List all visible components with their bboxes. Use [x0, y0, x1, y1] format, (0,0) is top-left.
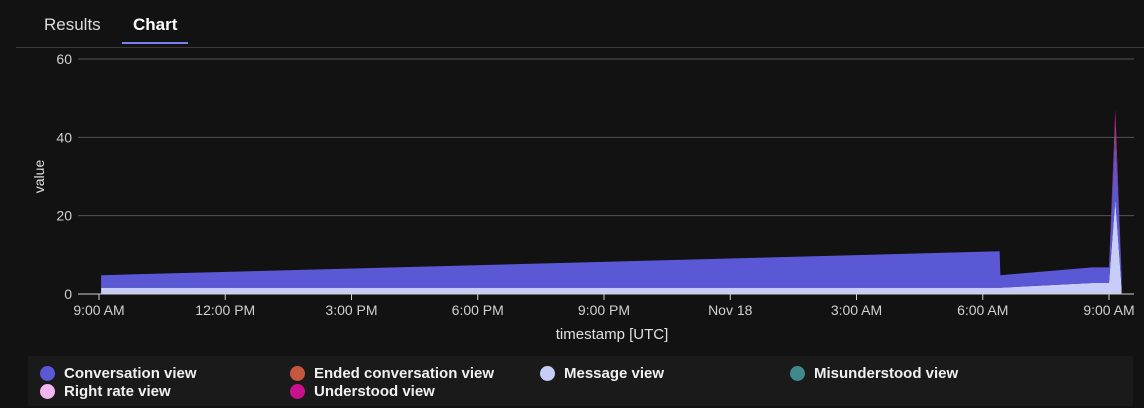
legend-item-ended-conversation-view[interactable]: Ended conversation view [290, 364, 494, 382]
legend-swatch [40, 366, 55, 381]
legend-label: Misunderstood view [814, 365, 958, 382]
area-chart: 0 20 40 60 9:00 AM 12:00 PM 3:00 PM 6:00 PM 9:00… [0, 48, 1144, 353]
legend-label: Message view [564, 365, 664, 382]
legend-swatch [540, 366, 555, 381]
legend-item-right-rate-view[interactable]: Right rate view [40, 382, 171, 400]
legend-item-understood-view[interactable]: Understood view [290, 382, 435, 400]
x-tick-label: 12:00 PM [195, 302, 255, 318]
area-understood-view [101, 109, 1122, 276]
x-tick-label: 9:00 PM [578, 302, 630, 318]
active-tab-indicator [122, 42, 188, 44]
x-tick-label: 9:00 AM [1083, 302, 1134, 318]
legend-item-misunderstood-view[interactable]: Misunderstood view [790, 364, 958, 382]
tab-bar: Results Chart [16, 0, 1144, 48]
tab-results[interactable]: Results [33, 14, 112, 44]
y-tick-label: 0 [64, 286, 72, 302]
legend-swatch [290, 366, 305, 381]
legend-swatch [790, 366, 805, 381]
x-tick-label: 9:00 AM [73, 302, 124, 318]
y-tick-label: 20 [56, 208, 72, 224]
legend-swatch [40, 384, 55, 399]
gridlines [78, 59, 1134, 216]
legend-item-conversation-view[interactable]: Conversation view [40, 364, 197, 382]
x-tick-label: 6:00 PM [452, 302, 504, 318]
legend-swatch [290, 384, 305, 399]
x-tick-label: Nov 18 [708, 302, 753, 318]
legend-label: Conversation view [64, 365, 197, 382]
legend-label: Understood view [314, 383, 435, 400]
chart-areas [101, 109, 1122, 294]
tab-chart[interactable]: Chart [122, 14, 188, 44]
y-tick-label: 40 [56, 129, 72, 145]
x-tick-label: 3:00 AM [831, 302, 882, 318]
x-tick-label: 6:00 AM [957, 302, 1008, 318]
x-tick-label: 3:00 PM [325, 302, 377, 318]
legend-item-message-view[interactable]: Message view [540, 364, 664, 382]
y-axis-label: value [31, 160, 47, 194]
y-tick-label: 60 [56, 51, 72, 67]
area-conversation-view [101, 137, 1122, 287]
legend-label: Ended conversation view [314, 365, 494, 382]
legend-label: Right rate view [64, 383, 171, 400]
tab-results-label: Results [44, 15, 101, 34]
x-axis-label: timestamp [UTC] [556, 326, 669, 343]
tab-chart-label: Chart [133, 15, 177, 34]
chart-legend: Conversation view Ended conversation vie… [28, 356, 1133, 406]
